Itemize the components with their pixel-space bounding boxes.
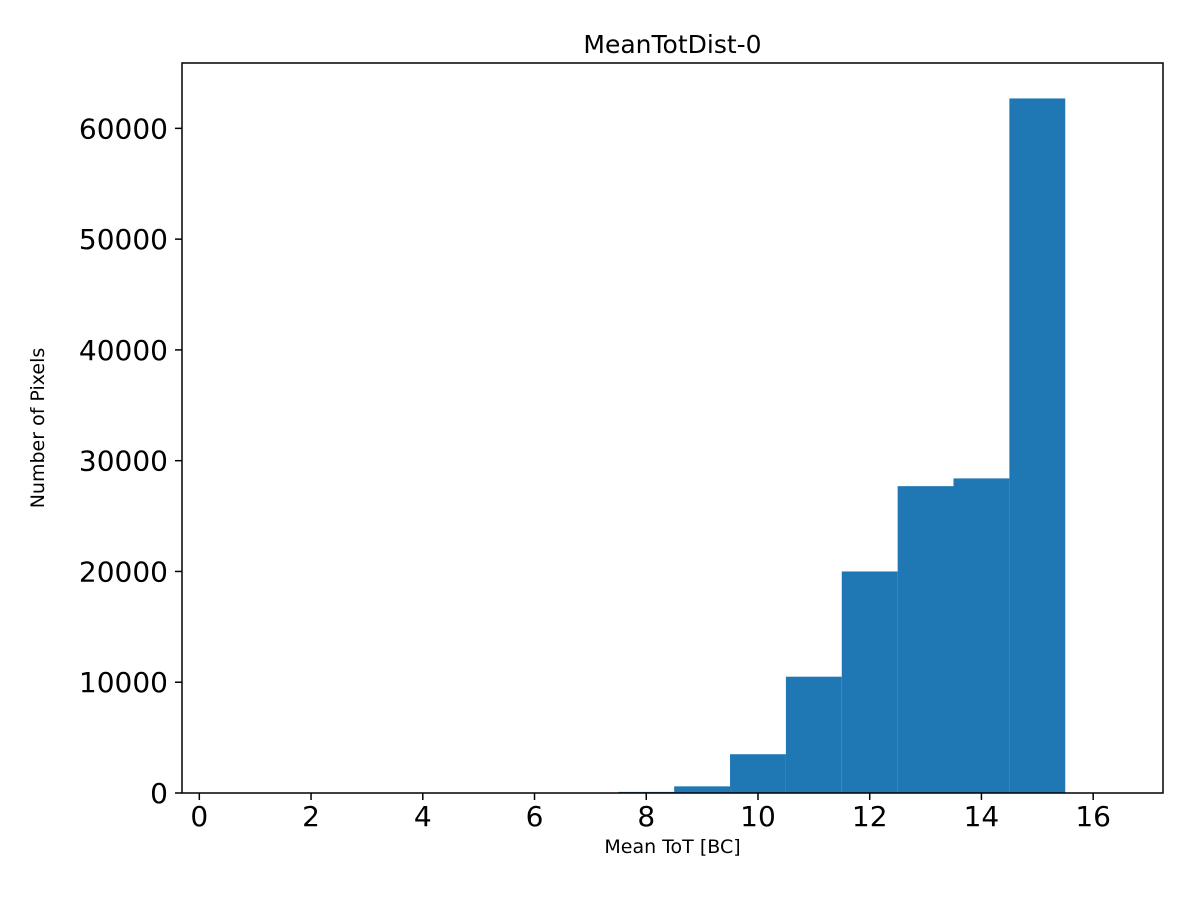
plot-spines [181, 62, 1164, 794]
x-tick-label: 12 [852, 800, 888, 833]
x-tick-label: 16 [1075, 800, 1111, 833]
x-tick-label: 2 [302, 800, 320, 833]
y-tick-label: 20000 [79, 555, 168, 588]
chart-title: MeanTotDist-0 [583, 30, 762, 59]
histogram-bar [674, 786, 731, 793]
x-tick-label: 14 [964, 800, 1000, 833]
histogram-bar [785, 676, 842, 793]
x-tick-label: 8 [637, 800, 655, 833]
y-tick-label: 10000 [79, 666, 168, 699]
y-tick-label: 50000 [79, 223, 168, 256]
histogram-bar [953, 478, 1010, 793]
histogram-bar [841, 571, 898, 793]
x-tick-label: 0 [190, 800, 208, 833]
histogram-bar [897, 486, 954, 793]
histogram-bar [730, 754, 786, 793]
x-tick-label: 4 [414, 800, 432, 833]
x-tick-label: 10 [740, 800, 776, 833]
x-axis-label: Mean ToT [BC] [604, 836, 741, 858]
x-tick-label: 6 [526, 800, 544, 833]
histogram-bar [1009, 98, 1066, 794]
y-tick-label: 40000 [79, 334, 168, 367]
y-tick-label: 30000 [79, 445, 168, 478]
y-tick-label: 0 [150, 777, 168, 810]
y-tick-label: 60000 [79, 112, 168, 145]
